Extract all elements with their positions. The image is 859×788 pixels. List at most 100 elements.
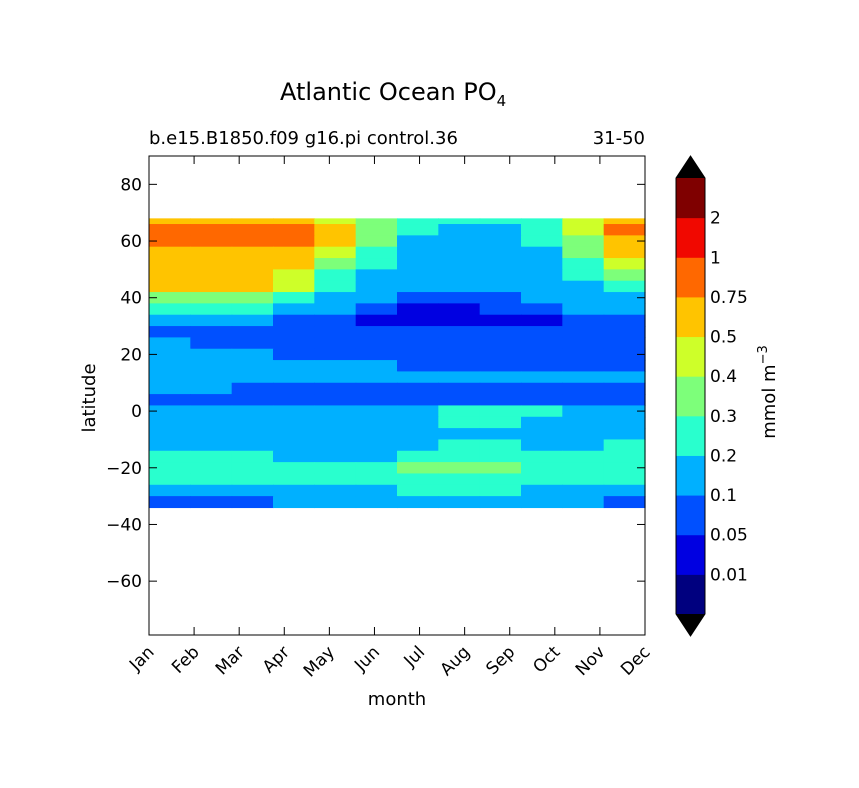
y-tick-label: 40 [120,289,142,309]
contour-cell [273,484,315,497]
contour-cell [149,235,191,248]
contour-cell [438,473,481,486]
contour-cell [397,292,439,304]
contour-cell [314,382,357,395]
contour-cell [438,235,481,248]
contour-cell [479,280,522,293]
contour-cell [603,326,646,338]
contour-cell [438,314,481,327]
contour-cell [479,303,522,316]
contour-cell [231,484,274,497]
contour-cell [562,280,605,293]
contour-cell [479,314,522,327]
contour-cell [314,496,357,509]
contour-cell [521,235,563,248]
contour-cell [603,484,646,497]
contour-cell [603,394,646,407]
contour-cell [231,450,274,463]
contour-cell [149,258,191,270]
contour-cell [603,314,646,327]
contour-cell [314,371,357,384]
contour-cell [479,450,522,463]
contour-cell [273,258,315,270]
contour-cell [355,246,398,259]
colorbar-tick-label: 0.1 [710,486,737,506]
contour-cell [521,314,563,327]
contour-cell [149,450,191,463]
y-tick-label: 60 [120,232,142,252]
contour-cell [562,473,605,486]
contour-cell [397,371,439,384]
contour-cell [355,371,398,384]
contour-cell [603,280,646,293]
colorbar-extend-min [676,614,705,636]
x-tick-label: Jul [400,642,429,671]
contour-cell [273,303,315,316]
contour-cell [190,371,233,384]
contour-cell [479,269,522,282]
contour-cell [190,394,233,407]
contour-cell [273,371,315,384]
y-tick-label: 0 [131,402,142,422]
y-tick-label: −20 [106,459,142,479]
contour-cell [562,314,605,327]
contour-cell [603,462,646,475]
chart-subtitle-right: 31-50 [593,128,645,149]
contour-cell [355,269,398,282]
contour-cell [562,484,605,497]
contour-cell [438,258,481,270]
contour-cell [190,416,233,429]
contour-cell [562,224,605,236]
contour-cell [190,292,233,304]
contour-cell [603,235,646,248]
colorbar-segment [676,495,705,536]
contour-cell [438,337,481,350]
contour-cell [562,258,605,270]
contour-cell [149,326,191,338]
contour-cell [562,303,605,316]
contour-cell [190,360,233,373]
contour-cell [231,326,274,338]
colorbar-segment [676,296,705,338]
contour-cell [355,258,398,270]
contour-cell [397,280,439,293]
contour-cell [479,439,522,452]
contour-cell [231,218,274,225]
contour-cell [190,484,233,497]
contour-cell [314,439,357,452]
contour-cell [149,303,191,316]
contour-cell [355,235,398,248]
contour-cell [273,224,315,236]
x-tick-label: Aug [437,642,475,680]
contour-cell [438,416,481,429]
contour-cell [149,496,191,509]
contour-cell [149,269,191,282]
contour-cell [355,326,398,338]
contour-cell [562,394,605,407]
contour-cell [273,450,315,463]
contour-cell [521,484,563,497]
x-tick-label: Nov [572,642,610,680]
contour-cell [273,405,315,418]
contour-cell [479,394,522,407]
x-tick-label: Sep [482,642,519,679]
contour-cell [355,218,398,225]
contour-cell [438,405,481,418]
contour-cell [603,371,646,384]
contour-cell [355,416,398,429]
contour-cell [603,269,646,282]
contour-cell [314,246,357,259]
contour-cell [603,292,646,304]
contour-cell [438,292,481,304]
contour-cell [521,439,563,452]
contour-cell [521,246,563,259]
contour-cell [314,394,357,407]
contour-cell [521,269,563,282]
x-tick-label: Jan [125,642,158,675]
y-tick-label: −40 [106,515,142,535]
colorbar-segment [676,336,705,377]
contour-cell [190,224,233,236]
contour-cell [190,269,233,282]
contour-cell [479,496,522,509]
contour-cell [314,303,357,316]
